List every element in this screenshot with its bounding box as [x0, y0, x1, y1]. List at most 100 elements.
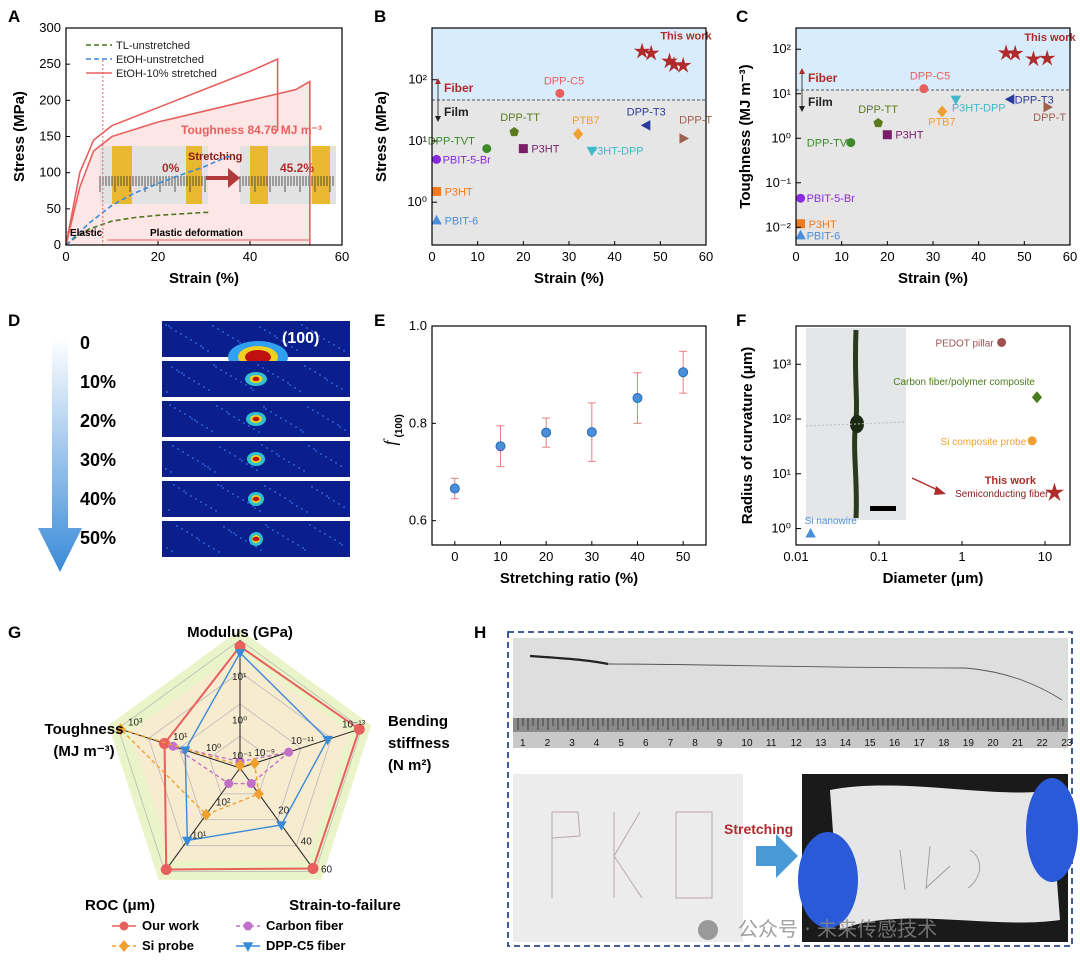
f-ytick-0: 10⁰: [771, 521, 791, 536]
b-point-4: [640, 120, 651, 131]
e-xtick-4: 40: [630, 549, 644, 564]
radar-legend-entry-2: Si probe: [142, 938, 194, 953]
f-xtick-2: 1: [958, 549, 965, 564]
c-xtick-4: 40: [971, 249, 985, 264]
f-frame: [795, 325, 1071, 546]
c-film-label: Film: [808, 95, 833, 109]
e-ylabel-sub: (100): [394, 414, 405, 437]
c-film-region: [796, 90, 1070, 245]
a-ytick-6: 300: [39, 20, 61, 35]
e-point-5: [678, 367, 689, 378]
panel-label-E: E: [374, 311, 385, 330]
b-xtick-4: 40: [607, 249, 621, 264]
a-xtick-3: 60: [335, 249, 349, 264]
f-xlabel: Diameter (μm): [883, 570, 984, 587]
panel-label-D: D: [8, 311, 20, 330]
c-point-label-3: DPP-T: [1033, 112, 1066, 124]
b-this-work-4: [665, 56, 683, 72]
strain-0-label: 0%: [162, 161, 180, 175]
b-point-3: [573, 128, 584, 140]
c-ytick-4: 10²: [772, 41, 791, 56]
c-this-work-1: [1006, 44, 1024, 61]
radar-ring-label-0-1: 10⁰: [232, 715, 247, 726]
c-point-10: [795, 229, 806, 240]
c-point-6: [882, 130, 892, 140]
d-strain-label-3: 30%: [80, 450, 116, 470]
curve-3: [65, 80, 311, 246]
radar-marker-2-0: [234, 759, 246, 772]
h-ruler-tick-5: 6: [643, 738, 649, 749]
radar-series-2: [120, 728, 260, 816]
d-peak-label: (100): [282, 330, 319, 347]
h-ruler-tick-0: 1: [520, 738, 526, 749]
h-stretching-arrow: [756, 834, 798, 878]
radar-marker-2-4: [115, 723, 126, 736]
e-ytick-1: 0.8: [409, 415, 427, 430]
b-point-1: [509, 127, 519, 137]
stretch-photo-inset: [99, 146, 336, 204]
h-ruler-tick-8: 9: [717, 738, 723, 749]
c-point-label-2: P3HT-DPP: [952, 102, 1006, 114]
radar-marker-0-3: [160, 863, 172, 875]
b-point-label-2: DPP-TVT: [428, 136, 475, 148]
a-xtick-2: 40: [243, 249, 257, 264]
b-point-5: [679, 133, 690, 144]
h-fiber: [607, 663, 1063, 701]
c-xtick-5: 50: [1017, 249, 1031, 264]
radar-ring-label-0-2: 10¹: [232, 672, 247, 683]
c-point-label-7: DPP-TVT: [807, 138, 854, 150]
radar-ring-label-3-0: 10²: [216, 797, 231, 808]
a-ytick-4: 200: [39, 92, 61, 107]
stretch-arrow: [206, 168, 240, 188]
radar-series-3: [184, 651, 329, 842]
c-point-9: [796, 219, 806, 229]
radar-marker-0-1: [353, 723, 365, 735]
f-point-4: [805, 527, 816, 538]
d-strain-label-1: 10%: [80, 372, 116, 392]
stretching-label: Stretching: [188, 151, 242, 163]
d-strain-label-0: 0: [80, 333, 90, 353]
b-point-label-9: P3HT: [445, 186, 473, 198]
b-point-label-5: DPP-T: [679, 114, 712, 126]
e-xtick-5: 50: [676, 549, 690, 564]
b-point-label-0: DPP-C5: [544, 75, 584, 87]
a-ytick-3: 150: [39, 129, 61, 144]
d-strain-label-5: 50%: [80, 528, 116, 548]
f-point-label-1: Carbon fiber/polymer composite: [893, 377, 1035, 388]
b-this-work-1: [642, 44, 660, 61]
radar-legend-entry-0: Our work: [142, 918, 200, 933]
radar-ring-1: [178, 703, 302, 821]
b-this-work-0: [633, 42, 651, 59]
e-xtick-3: 30: [585, 549, 599, 564]
h-glove-right: [1026, 778, 1078, 882]
b-point-label-7: P3HT-DPP: [590, 145, 644, 157]
f-xtick-1: 0.1: [870, 549, 888, 564]
b-xtick-5: 50: [653, 249, 667, 264]
curve-2: [65, 57, 279, 246]
c-xtick-3: 30: [926, 249, 940, 264]
b-film-region: [432, 100, 706, 245]
h-ruler-tick-4: 5: [618, 738, 624, 749]
c-ylabel: Toughness (MJ m⁻³): [737, 64, 754, 208]
b-ytick-0: 10⁰: [407, 194, 427, 209]
b-xtick-2: 20: [516, 249, 530, 264]
f-point-label-4: Si nanowire: [805, 516, 858, 527]
radar-ring-3: [117, 639, 363, 872]
b-fiber-region: [432, 28, 706, 100]
b-point-label-10: PBIT-6: [445, 216, 479, 228]
b-point-label-4: DPP-T3: [627, 106, 666, 118]
elastic-label: Elastic: [70, 228, 103, 239]
b-ylabel: Stress (MPa): [373, 91, 390, 182]
c-xtick-0: 0: [792, 249, 799, 264]
f-point-3: [1044, 482, 1065, 501]
legend-entry-0: TL-unstretched: [116, 40, 190, 52]
c-xtick-1: 10: [834, 249, 848, 264]
b-point-label-8: PBIT-5-Br: [443, 154, 492, 166]
radar-axis-label-1-0: Bending: [388, 713, 448, 730]
radar-series-0: [163, 645, 361, 871]
e-point-0: [449, 483, 460, 494]
b-point-6: [518, 144, 528, 154]
e-ytick-2: 1.0: [409, 318, 427, 333]
f-ytick-1: 10¹: [772, 466, 791, 481]
e-xtick-1: 10: [493, 549, 507, 564]
